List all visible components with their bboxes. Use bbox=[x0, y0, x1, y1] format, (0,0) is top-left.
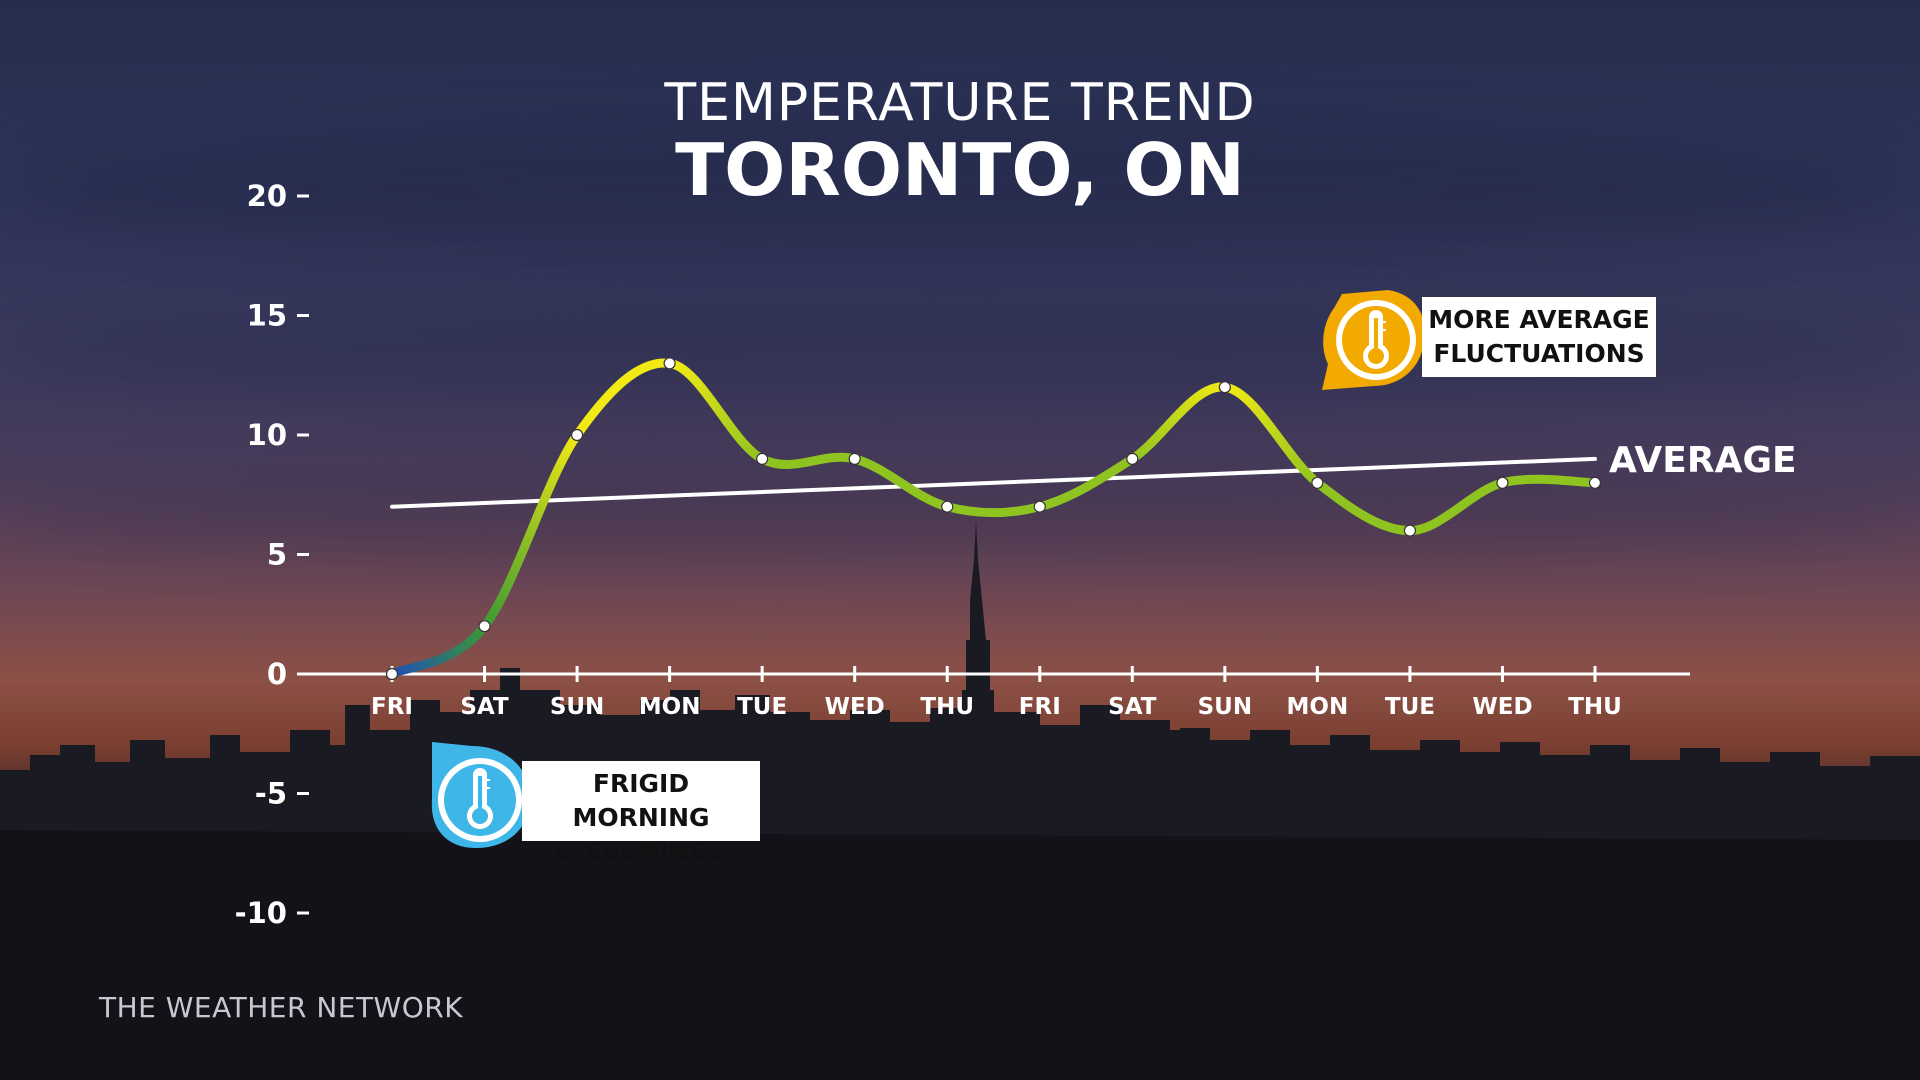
callout-warm-line1: MORE AVERAGE bbox=[1428, 305, 1650, 334]
data-point bbox=[385, 667, 399, 681]
temperature-line-segment bbox=[665, 358, 767, 464]
thermometer-warm-icon bbox=[1322, 290, 1425, 390]
temperature-line-segment bbox=[387, 621, 490, 679]
temperature-line-segment bbox=[1035, 454, 1137, 512]
data-point bbox=[663, 357, 676, 370]
cloud-band bbox=[0, 120, 1920, 260]
y-tick-label: 0 bbox=[267, 657, 287, 691]
temperature-line-segment bbox=[1497, 474, 1600, 488]
temperature-line-segment bbox=[850, 454, 952, 512]
y-tick-label: 10 bbox=[247, 418, 287, 452]
brand-label: THE WEATHER NETWORK bbox=[99, 991, 464, 1024]
title-line-1: TEMPERATURE TREND bbox=[664, 73, 1256, 133]
data-point bbox=[1311, 476, 1324, 489]
temperature-line-segment bbox=[1127, 382, 1230, 464]
x-tick-label: FRI bbox=[1019, 694, 1061, 720]
data-point bbox=[1588, 476, 1602, 489]
temperature-line-segment bbox=[757, 452, 860, 469]
temperature-line-segment bbox=[942, 502, 1045, 518]
data-point bbox=[848, 452, 861, 465]
data-point bbox=[756, 452, 769, 465]
thermometer-cold-icon bbox=[431, 742, 530, 848]
y-tick-label: -10 bbox=[235, 896, 287, 930]
data-point bbox=[1403, 524, 1417, 537]
x-tick-label: SAT bbox=[1108, 694, 1157, 720]
x-tick-label: MON bbox=[639, 694, 701, 720]
y-tick-label: 15 bbox=[247, 299, 287, 333]
callout-warm-box: MORE AVERAGE FLUCTUATIONS bbox=[1422, 297, 1656, 377]
x-tick-label: SUN bbox=[550, 694, 605, 720]
callout-warm-line2: FLUCTUATIONS bbox=[1433, 339, 1645, 368]
average-label: AVERAGE bbox=[1609, 440, 1797, 481]
data-point bbox=[570, 428, 584, 442]
temperature-line-segment bbox=[1312, 478, 1415, 536]
y-tick-label: 5 bbox=[267, 538, 287, 572]
x-tick-label: TUE bbox=[737, 694, 787, 720]
x-tick-label: THU bbox=[920, 694, 974, 720]
average-line bbox=[390, 456, 1597, 509]
axes: 20 15 10 5 0 -5 -10 FRI SAT SUN MON TUE WED THU FRI SAT… bbox=[235, 179, 1690, 930]
temperature-line-segment bbox=[1220, 382, 1322, 488]
data-points-layer bbox=[385, 357, 1602, 681]
data-point bbox=[478, 620, 491, 633]
callout-cold-line1: FRIGID MORNING bbox=[572, 769, 710, 832]
data-point bbox=[1496, 476, 1509, 489]
title-line-2: TORONTO, ON bbox=[675, 128, 1245, 212]
callout-cold-line2: & EVENINGS bbox=[554, 837, 728, 866]
temperature-line-segment bbox=[480, 430, 582, 631]
callout-cold-box: FRIGID MORNING & EVENINGS bbox=[522, 761, 760, 866]
x-tick-label: SAT bbox=[460, 694, 509, 720]
data-point bbox=[1126, 452, 1139, 465]
x-tick-label: TUE bbox=[1385, 694, 1435, 720]
x-tick-label: WED bbox=[825, 694, 885, 720]
x-tick-label: WED bbox=[1472, 694, 1532, 720]
y-tick-label: 20 bbox=[247, 179, 287, 213]
temperature-line-segment bbox=[1405, 478, 1507, 536]
data-point bbox=[1218, 381, 1231, 394]
x-tick-label: FRI bbox=[371, 694, 413, 720]
data-point bbox=[941, 500, 954, 513]
x-tick-label: SUN bbox=[1198, 694, 1253, 720]
x-tick-label: MON bbox=[1287, 694, 1349, 720]
temperature-line-segment bbox=[572, 358, 675, 440]
temperature-line-layer bbox=[387, 358, 1600, 679]
average-layer: AVERAGE bbox=[390, 440, 1797, 509]
data-point bbox=[1033, 500, 1046, 513]
chart-title: TEMPERATURE TREND TORONTO, ON bbox=[0, 74, 1920, 208]
x-tick-label: THU bbox=[1568, 694, 1622, 720]
y-tick-label: -5 bbox=[255, 777, 287, 811]
